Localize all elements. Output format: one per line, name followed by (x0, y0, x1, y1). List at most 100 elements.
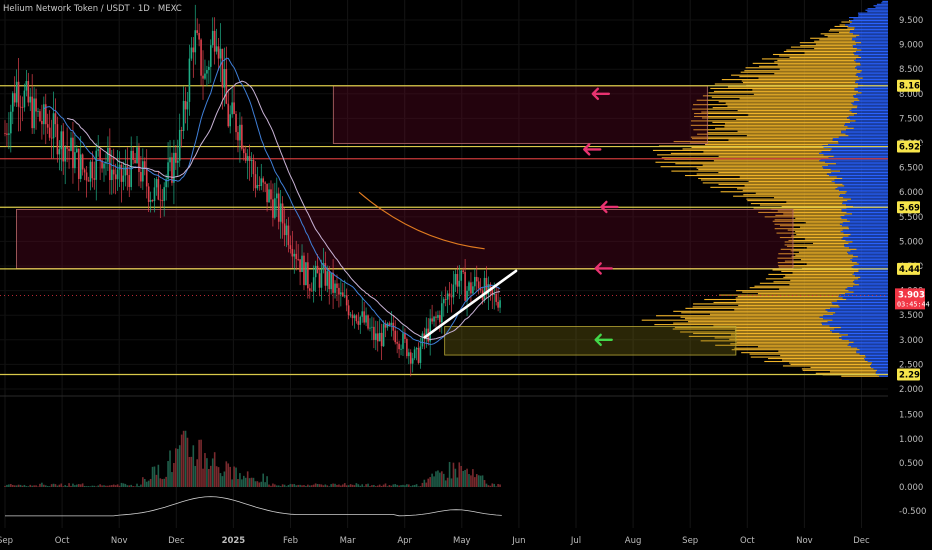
profile-bar-buy (854, 282, 888, 284)
candle-body (246, 156, 249, 161)
candle-body (314, 265, 317, 278)
candle-body (124, 166, 127, 176)
profile-bar-buy (838, 304, 888, 306)
profile-bar-sell (690, 136, 839, 138)
profile-bar-sell (680, 316, 820, 318)
candle-body (175, 152, 177, 163)
profile-bar-buy (828, 157, 888, 159)
profile-bar-buy (857, 256, 888, 258)
profile-bar-buy (847, 219, 888, 221)
candle-body (373, 326, 375, 340)
profile-bar-buy (875, 372, 888, 374)
profile-bar-sell (849, 20, 851, 22)
profile-bar-sell (755, 192, 846, 194)
profile-bar-sell (764, 360, 868, 363)
profile-bar-buy (846, 191, 888, 193)
profile-bar-buy (849, 118, 888, 120)
profile-bar-buy (826, 173, 888, 175)
profile-bar-sell (784, 241, 853, 243)
indicator-bar (479, 475, 482, 487)
profile-bar-sell (796, 234, 851, 236)
indicator-bar (429, 477, 431, 487)
profile-bar-sell (685, 174, 830, 177)
profile-bar-buy (860, 64, 888, 66)
candle-body (254, 174, 257, 189)
candle-body (439, 315, 441, 323)
profile-bar-buy (850, 20, 888, 22)
candle-body (252, 159, 255, 175)
profile-bar-buy (861, 92, 888, 94)
profile-bar-sell (641, 319, 833, 321)
indicator-bar (417, 486, 420, 487)
indicator-bar (274, 484, 276, 487)
profile-bar-buy (838, 296, 888, 298)
indicator-bar (122, 483, 125, 487)
profile-bar-buy (853, 341, 888, 343)
candle-body (291, 249, 294, 257)
profile-bar-sell (780, 248, 857, 250)
profile-bar-buy (875, 371, 888, 373)
profile-bar-sell (688, 321, 828, 323)
profile-bar-sell (750, 356, 866, 358)
horizontal-levels (0, 85, 888, 376)
candle-body (340, 292, 342, 295)
profile-bar-buy (851, 111, 888, 113)
candle-body (219, 48, 222, 59)
profile-bar-buy (846, 207, 888, 209)
indicator-bar (231, 479, 233, 487)
profile-bar-sell (728, 139, 833, 141)
profile-bar-buy (844, 185, 888, 187)
indicator-bar (134, 486, 136, 487)
candle-body (487, 284, 490, 295)
time-tick-label: Nov (111, 536, 128, 546)
profile-bar-sell (806, 263, 859, 265)
indicator-bar (241, 479, 243, 487)
candle-body (305, 262, 307, 286)
indicator-bar (254, 481, 257, 487)
profile-bar-buy (857, 98, 888, 100)
price-label-bg-3 (897, 262, 920, 275)
profile-bar-buy (836, 300, 888, 302)
indicator-bar (11, 484, 14, 487)
indicator-tick-label: 1.000 (899, 435, 923, 445)
profile-bar-buy (858, 83, 888, 85)
candle-body (260, 178, 263, 187)
indicator-bar (105, 485, 107, 487)
profile-bar-sell (656, 315, 824, 317)
profile-bar-buy (840, 170, 888, 172)
indicator-bar (19, 484, 22, 487)
candle-body (27, 81, 30, 103)
profile-bar-buy (860, 62, 888, 64)
profile-bar-buy (850, 346, 888, 348)
candle-body (192, 47, 195, 53)
indicator-bar (297, 484, 299, 487)
profile-bar-sell (798, 251, 848, 253)
profile-bar-buy (848, 135, 888, 137)
profile-bar-buy (873, 5, 888, 7)
profile-bar-sell (672, 328, 835, 330)
candle-body (351, 314, 354, 319)
moving-average-fast (43, 57, 501, 345)
profile-bar-buy (834, 182, 888, 184)
indicator-bar (83, 485, 86, 487)
candle-body (52, 113, 55, 139)
candle-body (357, 321, 360, 325)
profile-bar-buy (819, 316, 888, 318)
profile-bar-sell (701, 111, 852, 113)
profile-bar-sell (815, 43, 857, 45)
candle-body (29, 96, 32, 103)
indicator-bar (165, 476, 167, 487)
profile-bar-buy (879, 375, 888, 377)
time-tick-label: Jul (570, 536, 581, 546)
candle-body (462, 270, 464, 272)
indicator-bar (44, 485, 47, 487)
profile-bar-buy (861, 49, 888, 51)
profile-bar-sell (758, 77, 863, 79)
profile-bar-sell (789, 284, 859, 286)
profile-bar-sell (774, 223, 840, 225)
indicator-bar (322, 485, 325, 487)
profile-bar-buy (832, 319, 888, 321)
profile-bar-sell (691, 146, 824, 149)
indicator-bar (336, 484, 338, 487)
